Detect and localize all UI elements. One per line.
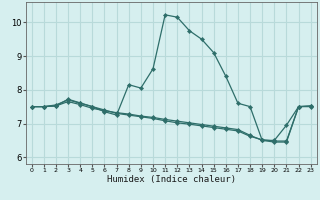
X-axis label: Humidex (Indice chaleur): Humidex (Indice chaleur) <box>107 175 236 184</box>
